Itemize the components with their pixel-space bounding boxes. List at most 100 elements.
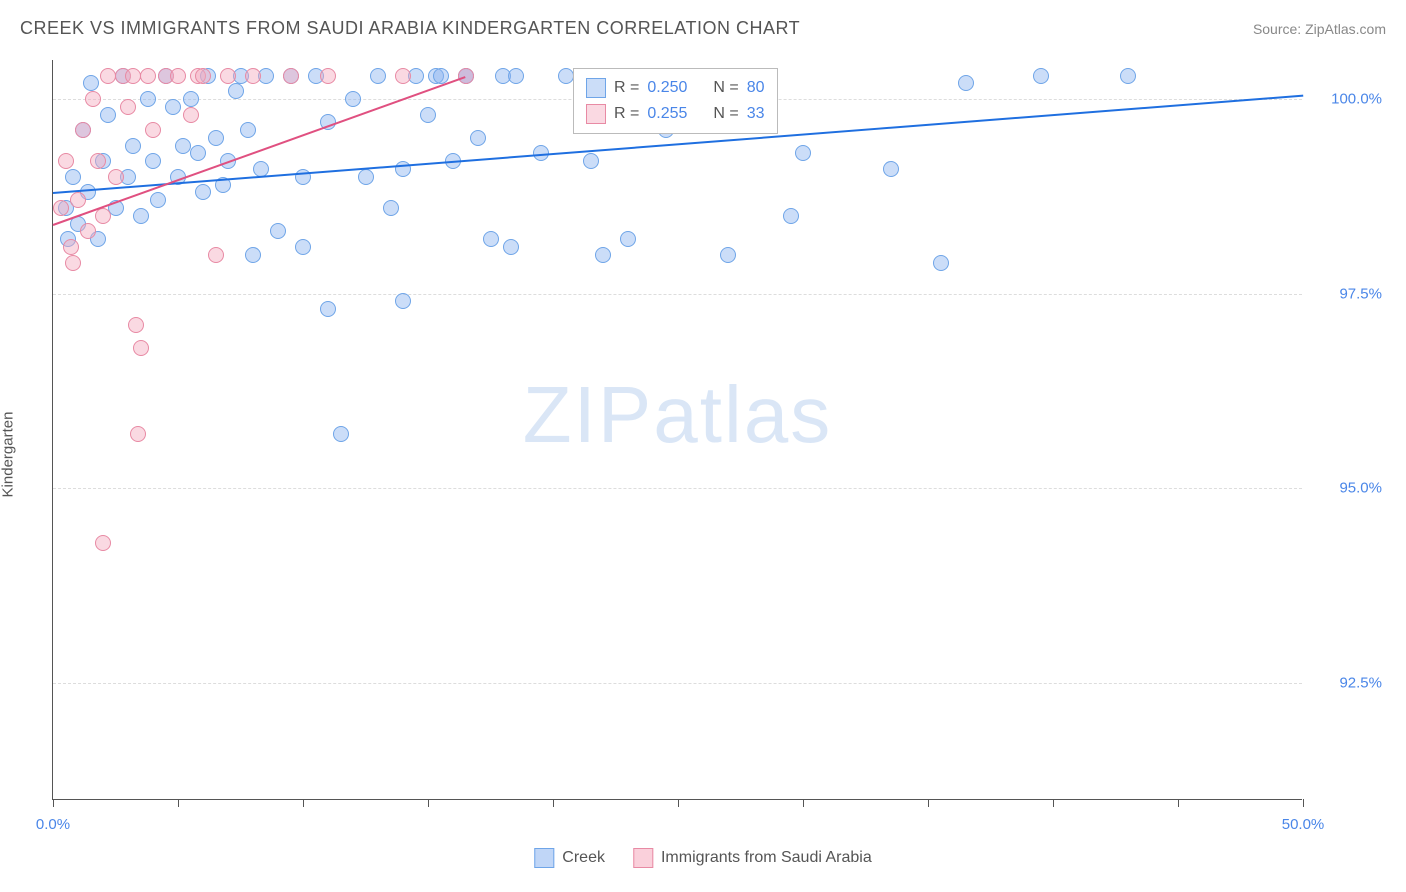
x-tick <box>928 799 929 807</box>
x-tick <box>53 799 54 807</box>
data-point <box>720 247 736 263</box>
data-point <box>583 153 599 169</box>
stats-row: R = 0.250N = 80 <box>586 75 765 101</box>
data-point <box>108 169 124 185</box>
data-point <box>63 239 79 255</box>
stats-box: R = 0.250 N = 80R = 0.255 N = 33 <box>573 68 778 134</box>
y-axis-label: Kindergarten <box>0 412 17 498</box>
r-value: 0.250 <box>647 75 687 101</box>
data-point <box>245 68 261 84</box>
data-point <box>100 68 116 84</box>
data-point <box>70 192 86 208</box>
data-point <box>483 231 499 247</box>
x-tick-label-right: 50.0% <box>1282 816 1325 833</box>
data-point <box>140 91 156 107</box>
data-point <box>65 255 81 271</box>
r-value: 0.255 <box>647 101 687 127</box>
data-point <box>220 68 236 84</box>
r-label: R = <box>614 101 639 127</box>
n-label: N = <box>713 75 738 101</box>
data-point <box>65 169 81 185</box>
data-point <box>95 535 111 551</box>
n-value: 33 <box>747 101 765 127</box>
chart-title: CREEK VS IMMIGRANTS FROM SAUDI ARABIA KI… <box>20 18 800 39</box>
x-tick <box>178 799 179 807</box>
data-point <box>420 107 436 123</box>
data-point <box>383 200 399 216</box>
data-point <box>83 75 99 91</box>
x-tick <box>1053 799 1054 807</box>
data-point <box>320 68 336 84</box>
data-point <box>130 426 146 442</box>
data-point <box>145 122 161 138</box>
data-point <box>145 153 161 169</box>
x-tick <box>678 799 679 807</box>
data-point <box>320 301 336 317</box>
gridline <box>53 488 1302 489</box>
x-tick <box>803 799 804 807</box>
stats-swatch-icon <box>586 78 606 98</box>
data-point <box>150 192 166 208</box>
data-point <box>80 223 96 239</box>
data-point <box>58 153 74 169</box>
scatter-plot: ZIPatlas 92.5%95.0%97.5%100.0%0.0%50.0%R… <box>52 60 1302 800</box>
data-point <box>358 169 374 185</box>
data-point <box>295 239 311 255</box>
watermark-atlas: atlas <box>653 370 832 459</box>
data-point <box>133 340 149 356</box>
data-point <box>120 99 136 115</box>
legend-item-saudi: Immigrants from Saudi Arabia <box>633 848 872 868</box>
x-tick <box>1303 799 1304 807</box>
data-point <box>503 239 519 255</box>
x-tick <box>1178 799 1179 807</box>
data-point <box>595 247 611 263</box>
data-point <box>620 231 636 247</box>
data-point <box>228 83 244 99</box>
data-point <box>208 130 224 146</box>
gridline <box>53 683 1302 684</box>
data-point <box>1033 68 1049 84</box>
watermark-zip: ZIP <box>523 370 653 459</box>
data-point <box>125 68 141 84</box>
data-point <box>458 68 474 84</box>
data-point <box>240 122 256 138</box>
data-point <box>508 68 524 84</box>
n-value: 80 <box>747 75 765 101</box>
data-point <box>395 68 411 84</box>
data-point <box>75 122 91 138</box>
data-point <box>270 223 286 239</box>
data-point <box>208 247 224 263</box>
data-point <box>195 184 211 200</box>
data-point <box>958 75 974 91</box>
data-point <box>183 107 199 123</box>
legend: Creek Immigrants from Saudi Arabia <box>534 848 871 868</box>
n-label: N = <box>713 101 738 127</box>
legend-swatch-icon <box>633 848 653 868</box>
data-point <box>195 68 211 84</box>
data-point <box>933 255 949 271</box>
y-tick-label: 95.0% <box>1312 480 1382 497</box>
data-point <box>245 247 261 263</box>
y-tick-label: 97.5% <box>1312 285 1382 302</box>
data-point <box>333 426 349 442</box>
watermark: ZIPatlas <box>523 369 832 461</box>
gridline <box>53 294 1302 295</box>
data-point <box>128 317 144 333</box>
data-point <box>433 68 449 84</box>
data-point <box>345 91 361 107</box>
data-point <box>190 145 206 161</box>
stats-row: R = 0.255 N = 33 <box>586 101 765 127</box>
data-point <box>370 68 386 84</box>
data-point <box>125 138 141 154</box>
data-point <box>470 130 486 146</box>
data-point <box>133 208 149 224</box>
legend-swatch-icon <box>534 848 554 868</box>
y-tick-label: 100.0% <box>1312 90 1382 107</box>
data-point <box>795 145 811 161</box>
data-point <box>175 138 191 154</box>
data-point <box>283 68 299 84</box>
y-tick-label: 92.5% <box>1312 675 1382 692</box>
data-point <box>558 68 574 84</box>
data-point <box>170 68 186 84</box>
data-point <box>1120 68 1136 84</box>
